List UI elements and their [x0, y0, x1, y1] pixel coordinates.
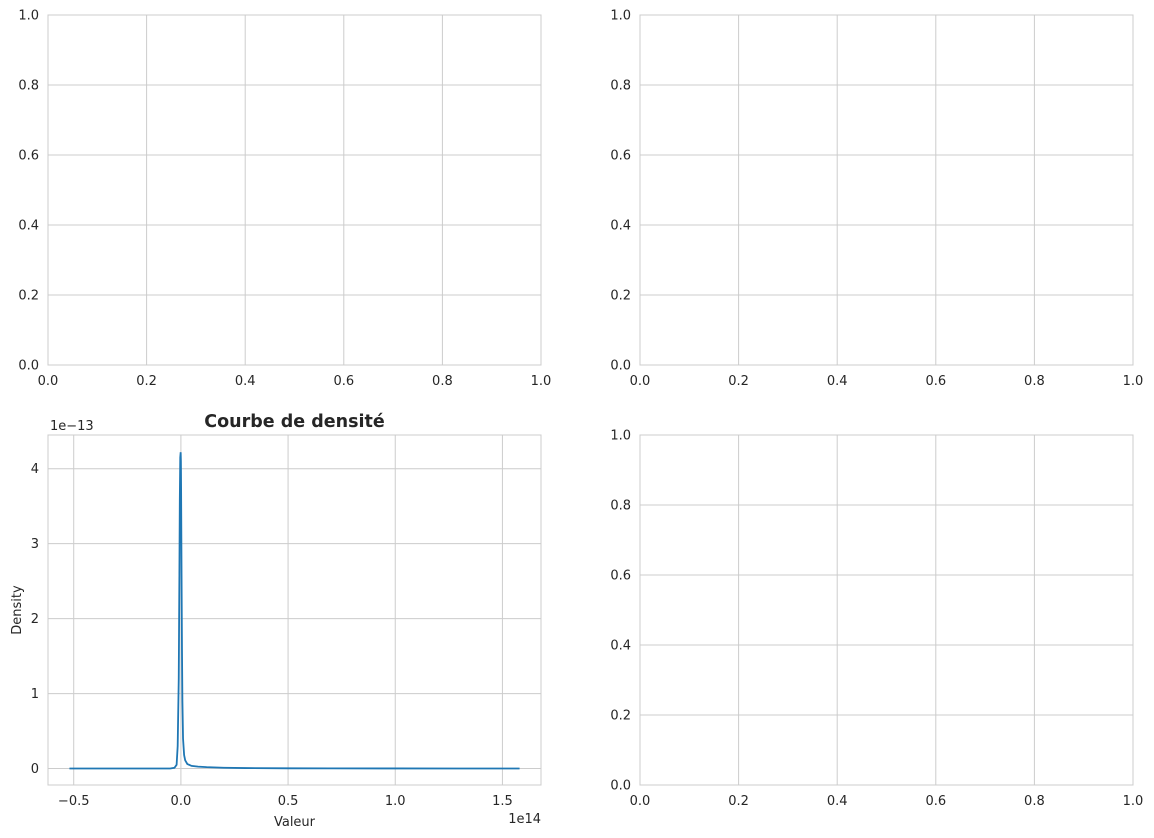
y-tick-labels: 0.0 0.2 0.4 0.6 0.8 1.0 — [610, 429, 631, 794]
y-tick-label: 0.2 — [18, 289, 39, 304]
y-tick-label: 0.4 — [610, 639, 631, 654]
plot-frame — [639, 434, 1134, 786]
grid — [639, 14, 1134, 366]
y-tick-label: 0.6 — [610, 569, 631, 584]
x-tick-labels: 0.0 0.2 0.4 0.6 0.8 1.0 — [38, 374, 552, 389]
x-tick-label: 1.5 — [492, 794, 513, 809]
y-tick-label: 0.2 — [610, 289, 631, 304]
x-tick-label: −0.5 — [58, 794, 90, 809]
y-tick-label: 0.8 — [610, 79, 631, 94]
x-tick-label: 1.0 — [1123, 794, 1144, 809]
y-tick-labels: 0.0 0.2 0.4 0.6 0.8 1.0 — [18, 9, 39, 374]
chart-title: Courbe de densité — [204, 412, 385, 432]
y-tick-label: 0 — [31, 762, 39, 777]
plot-frame — [639, 14, 1134, 366]
y-axis-label: Density — [10, 585, 25, 635]
x-offset-label: 1e14 — [508, 812, 541, 827]
x-tick-label: 0.0 — [630, 374, 651, 389]
x-tick-labels: 0.0 0.2 0.4 0.6 0.8 1.0 — [630, 794, 1144, 809]
x-tick-label: 0.2 — [728, 374, 749, 389]
density-line — [69, 452, 520, 770]
plot-frame — [47, 434, 542, 786]
x-tick-labels: 0.0 0.2 0.4 0.6 0.8 1.0 — [630, 374, 1144, 389]
x-tick-label: 1.0 — [385, 794, 406, 809]
x-tick-label: 0.4 — [235, 374, 256, 389]
x-tick-label: 0.6 — [925, 374, 946, 389]
x-tick-label: 0.2 — [136, 374, 157, 389]
y-tick-label: 0.0 — [610, 359, 631, 374]
x-tick-label: 0.4 — [827, 374, 848, 389]
panel-bottom-left: −0.5 0.0 0.5 1.0 1.5 0 1 2 3 4 Courbe de densité… — [10, 412, 542, 830]
x-tick-label: 0.6 — [925, 794, 946, 809]
plot-frame — [47, 14, 542, 366]
x-tick-label: 0.8 — [1024, 794, 1045, 809]
y-tick-label: 1.0 — [610, 429, 631, 444]
y-tick-label: 0.2 — [610, 709, 631, 724]
x-tick-label: 0.5 — [278, 794, 299, 809]
panel-top-left: 0.0 0.2 0.4 0.6 0.8 1.0 0.0 0.2 0.4 0.6 0.8 1.0 — [18, 9, 551, 390]
x-tick-label: 1.0 — [1123, 374, 1144, 389]
x-tick-label: 0.4 — [827, 794, 848, 809]
x-tick-label: 0.0 — [630, 794, 651, 809]
x-axis-label: Valeur — [274, 815, 316, 830]
y-tick-label: 4 — [31, 462, 39, 477]
y-tick-label: 3 — [31, 537, 39, 552]
x-tick-labels: −0.5 0.0 0.5 1.0 1.5 — [58, 794, 513, 809]
x-tick-label: 0.2 — [728, 794, 749, 809]
x-tick-label: 0.8 — [1024, 374, 1045, 389]
y-tick-label: 0.0 — [610, 779, 631, 794]
y-tick-labels: 0.0 0.2 0.4 0.6 0.8 1.0 — [610, 9, 631, 374]
panel-top-right: 0.0 0.2 0.4 0.6 0.8 1.0 0.0 0.2 0.4 0.6 0.8 1.0 — [610, 9, 1143, 390]
y-tick-label: 0.4 — [18, 219, 39, 234]
y-tick-label: 0.4 — [610, 219, 631, 234]
x-tick-label: 0.0 — [38, 374, 59, 389]
y-tick-label: 1.0 — [18, 9, 39, 24]
y-tick-label: 0.6 — [18, 149, 39, 164]
panel-bottom-right: 0.0 0.2 0.4 0.6 0.8 1.0 0.0 0.2 0.4 0.6 0.8 1.0 — [610, 429, 1143, 810]
x-tick-label: 0.0 — [171, 794, 192, 809]
y-offset-label: 1e−13 — [50, 419, 94, 434]
y-tick-label: 0.6 — [610, 149, 631, 164]
x-tick-label: 1.0 — [531, 374, 552, 389]
y-tick-label: 2 — [31, 612, 39, 627]
y-tick-label: 0.0 — [18, 359, 39, 374]
y-tick-labels: 0 1 2 3 4 — [31, 462, 39, 777]
y-tick-label: 1 — [31, 687, 39, 702]
x-tick-label: 0.8 — [432, 374, 453, 389]
grid — [48, 435, 541, 785]
grid — [47, 14, 542, 366]
y-tick-label: 1.0 — [610, 9, 631, 24]
grid — [639, 434, 1134, 786]
x-tick-label: 0.6 — [333, 374, 354, 389]
y-tick-label: 0.8 — [610, 499, 631, 514]
y-tick-label: 0.8 — [18, 79, 39, 94]
